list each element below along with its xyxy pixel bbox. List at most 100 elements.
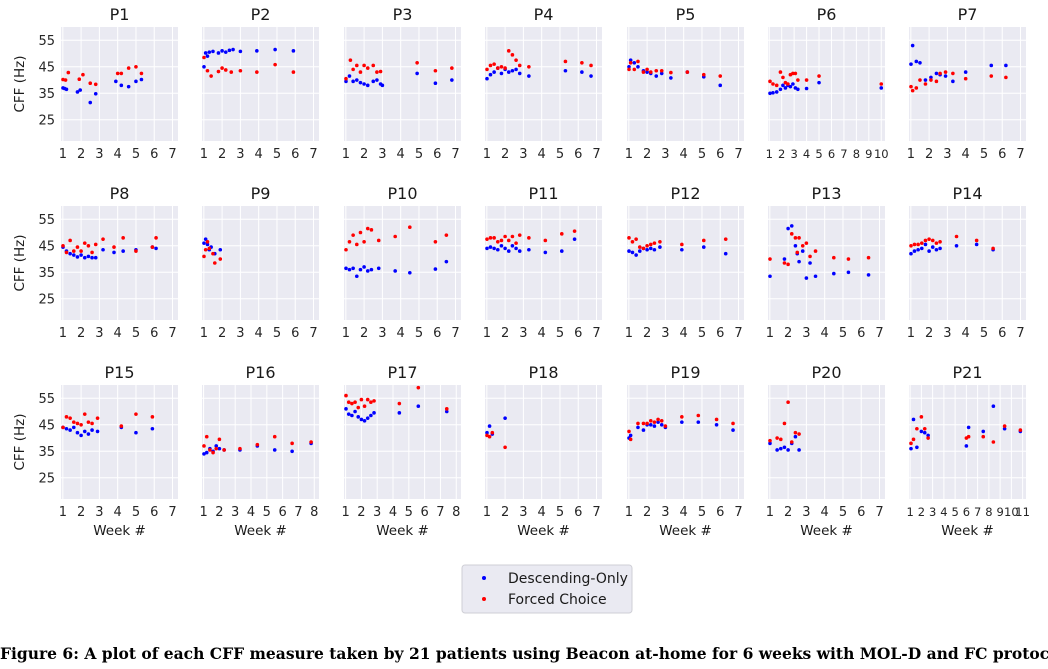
- point-descending: [376, 266, 381, 271]
- point-descending: [506, 249, 511, 253]
- x-tick-label: 1: [342, 147, 350, 162]
- point-forced: [358, 70, 363, 74]
- point-forced: [796, 78, 800, 82]
- point-descending: [813, 274, 818, 279]
- x-tick-label: 1: [906, 505, 913, 519]
- x-tick-label: 4: [397, 326, 405, 341]
- x-tick-label: 6: [150, 505, 158, 520]
- x-axis-label: Week #: [800, 523, 853, 539]
- x-tick-label: 5: [698, 147, 706, 162]
- point-descending: [517, 71, 522, 76]
- point-forced: [915, 426, 919, 431]
- point-descending: [375, 78, 379, 82]
- point-descending: [415, 71, 419, 76]
- x-tick-label: 2: [77, 147, 85, 162]
- x-tick-label: 7: [592, 326, 600, 341]
- point-forced: [344, 247, 348, 252]
- point-forced: [444, 233, 449, 237]
- x-tick-label: 2: [643, 147, 651, 162]
- x-tick-label: 1: [59, 505, 67, 520]
- point-forced: [82, 412, 87, 416]
- point-descending: [800, 249, 805, 253]
- point-forced: [927, 237, 931, 241]
- panel-title: P10: [387, 184, 417, 203]
- x-tick-label: 2: [501, 326, 509, 341]
- point-forced: [909, 243, 913, 248]
- x-tick-label: 6: [963, 505, 970, 519]
- x-tick-label: 2: [643, 326, 651, 341]
- x-tick-label: 1: [341, 505, 349, 520]
- point-descending: [966, 425, 971, 430]
- panel-title: P2: [251, 5, 271, 24]
- x-tick-label: 5: [405, 505, 413, 520]
- point-descending: [789, 224, 794, 228]
- point-descending: [768, 441, 772, 446]
- y-tick-label: 55: [38, 392, 55, 407]
- x-tick-label: 8: [853, 147, 860, 161]
- x-tick-label: 5: [132, 147, 140, 162]
- point-forced: [685, 70, 690, 74]
- x-tick-label: 6: [150, 147, 158, 162]
- panel-p5: P5 1 2 3 4 5 6 7: [625, 5, 744, 162]
- point-descending: [879, 86, 884, 90]
- x-tick-label: 5: [698, 326, 706, 341]
- point-forced: [216, 69, 221, 74]
- point-descending: [358, 267, 363, 272]
- x-tick-label: 7: [734, 147, 742, 162]
- x-tick-label: 1: [59, 326, 67, 341]
- point-descending: [121, 249, 125, 253]
- point-forced: [782, 261, 787, 265]
- point-forced: [572, 229, 577, 233]
- point-forced: [229, 70, 234, 74]
- point-descending: [369, 413, 373, 418]
- point-forced: [101, 237, 105, 241]
- point-forced: [490, 430, 495, 435]
- point-descending: [915, 445, 919, 450]
- point-forced: [527, 236, 531, 240]
- point-descending: [797, 259, 801, 264]
- point-forced: [658, 239, 662, 244]
- point-descending: [974, 242, 979, 247]
- point-descending: [627, 249, 631, 253]
- x-tick-label: 6: [574, 505, 582, 520]
- point-forced: [1004, 75, 1008, 80]
- point-forced: [791, 71, 795, 76]
- point-forced: [354, 242, 359, 247]
- point-forced: [350, 401, 354, 406]
- point-descending: [487, 424, 492, 428]
- point-forced: [222, 448, 226, 452]
- point-forced: [79, 249, 83, 253]
- point-forced: [771, 82, 775, 86]
- panel-p17: P17 1 2 3 4 5 6 7 8 Week #: [341, 363, 461, 539]
- point-descending: [634, 253, 638, 257]
- x-tick-label: 6: [998, 147, 1006, 162]
- point-descending: [444, 259, 449, 264]
- point-descending: [362, 265, 366, 269]
- y-axis-label: CFF (Hz): [12, 413, 28, 470]
- x-tick-label: 6: [716, 505, 724, 520]
- point-descending: [572, 237, 577, 241]
- point-descending: [79, 433, 83, 438]
- point-forced: [204, 434, 209, 439]
- point-forced: [503, 445, 507, 450]
- x-tick-label: 4: [389, 505, 397, 520]
- point-forced: [205, 239, 210, 244]
- y-tick-label: 25: [38, 471, 55, 486]
- point-forced: [804, 241, 809, 245]
- panel-title: P16: [245, 363, 275, 382]
- point-descending: [771, 90, 775, 95]
- point-descending: [786, 226, 790, 231]
- point-descending: [628, 58, 633, 62]
- y-axis-label: CFF (Hz): [12, 234, 28, 291]
- plot-area: [627, 206, 744, 320]
- point-descending: [652, 424, 657, 428]
- point-descending: [954, 243, 959, 248]
- point-forced: [272, 434, 277, 439]
- point-forced: [918, 78, 922, 82]
- point-descending: [654, 74, 659, 78]
- point-forced: [628, 437, 633, 442]
- x-tick-label: 7: [1016, 147, 1024, 162]
- panel-p16: P16 1 2 3 4 5 6 7 8 Week #: [199, 363, 319, 539]
- point-descending: [207, 50, 212, 54]
